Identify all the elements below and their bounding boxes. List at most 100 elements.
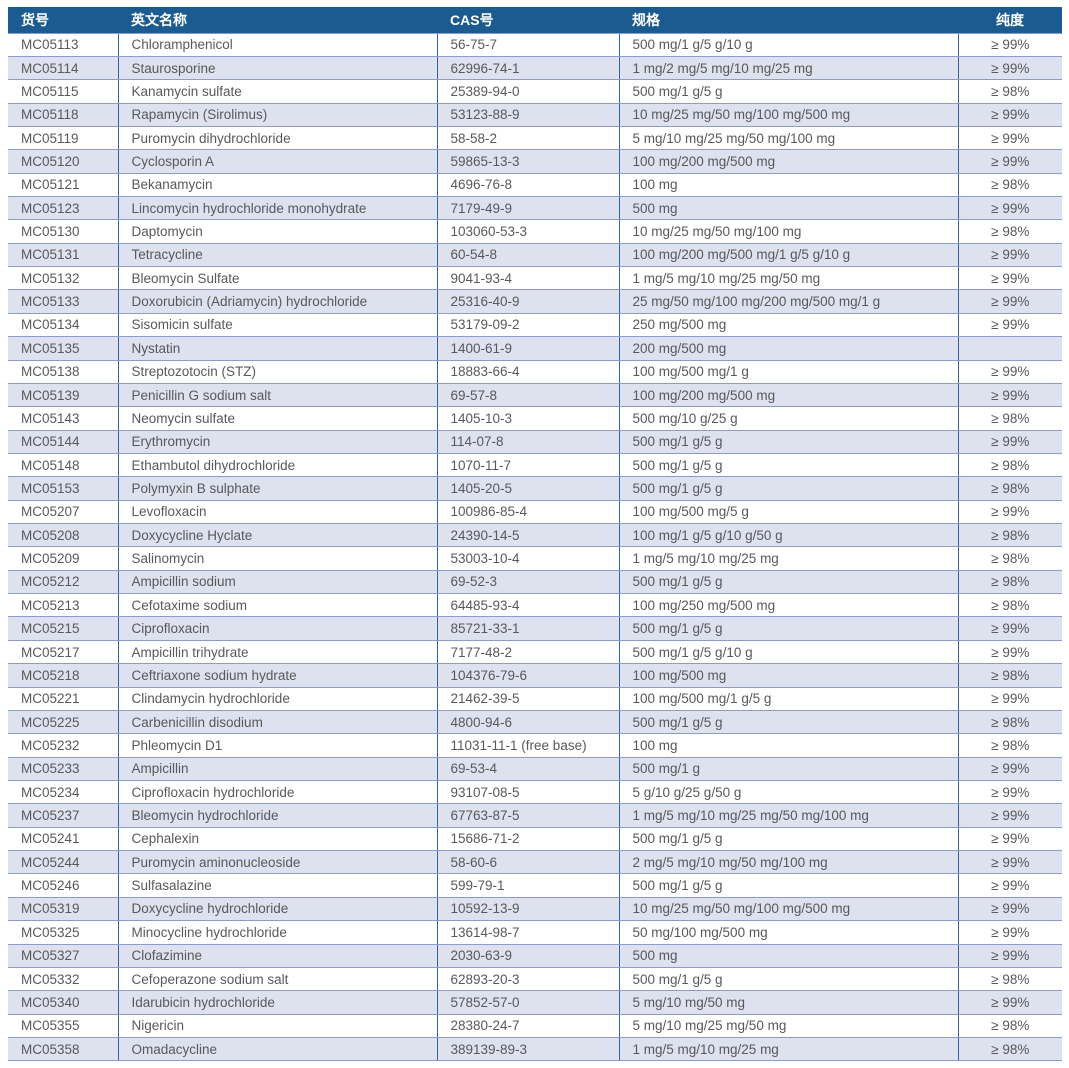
cell-purity: ≥ 99% bbox=[957, 686, 1062, 711]
cell-name: Lincomycin hydrochloride monohydrate bbox=[117, 196, 437, 221]
cell-spec: 500 mg/1 g/5 g bbox=[618, 873, 958, 898]
cell-catalog: MC05355 bbox=[8, 1013, 118, 1038]
cell-catalog: MC05118 bbox=[8, 102, 118, 127]
cell-spec: 1 mg/5 mg/10 mg/25 mg bbox=[618, 546, 958, 571]
column-header-cas: CAS号 bbox=[437, 7, 619, 33]
cell-cas: 2030-63-9 bbox=[436, 943, 619, 968]
product-catalog-table: 货号 英文名称 CAS号 规格 纯度 MC05113 Chloramphenicol 56-… bbox=[8, 7, 1062, 1062]
cell-spec: 10 mg/25 mg/50 mg/100 mg/500 mg bbox=[618, 896, 958, 922]
cell-spec: 500 mg bbox=[618, 943, 958, 968]
cell-purity: ≥ 99% bbox=[957, 312, 1062, 338]
table-row: MC05130 Daptomycin 103060-53-3 10 mg/25 mg/… bbox=[8, 219, 1062, 244]
cell-name: Doxycycline Hyclate bbox=[117, 523, 437, 548]
cell-spec: 500 mg bbox=[618, 196, 958, 221]
cell-cas: 1405-20-5 bbox=[436, 476, 619, 501]
cell-name: Ethambutol dihydrochloride bbox=[117, 452, 437, 478]
cell-catalog: MC05237 bbox=[8, 803, 118, 828]
cell-name: Tetracycline bbox=[117, 242, 437, 268]
cell-spec: 500 mg/10 g/25 g bbox=[618, 406, 958, 431]
table-row: MC05113 Chloramphenicol 56-75-7 500 mg/1 g/… bbox=[8, 32, 1062, 57]
table-row: MC05209 Salinomycin 53003-10-4 1 mg/5 mg/10… bbox=[8, 546, 1062, 571]
cell-name: Sulfasalazine bbox=[117, 873, 437, 898]
cell-cas: 64485-93-4 bbox=[436, 593, 619, 618]
cell-catalog: MC05133 bbox=[8, 289, 118, 314]
table-row: MC05121 Bekanamycin 4696-76-8 100 mg ≥ 98% bbox=[8, 172, 1062, 198]
cell-name: Levofloxacin bbox=[117, 499, 437, 525]
cell-spec: 500 mg/1 g/5 g bbox=[618, 966, 958, 992]
cell-cas: 62996-74-1 bbox=[436, 55, 619, 81]
cell-spec: 1 mg/5 mg/10 mg/25 mg/50 mg bbox=[618, 266, 958, 291]
cell-name: Chloramphenicol bbox=[117, 32, 437, 57]
cell-catalog: MC05121 bbox=[8, 172, 118, 198]
cell-spec: 500 mg/1 g/5 g bbox=[618, 476, 958, 501]
cell-cas: 103060-53-3 bbox=[436, 219, 619, 244]
column-header-purity: 纯度 bbox=[958, 7, 1062, 33]
cell-purity: ≥ 99% bbox=[957, 266, 1062, 291]
cell-purity: ≥ 99% bbox=[957, 499, 1062, 525]
cell-name: Bleomycin hydrochloride bbox=[117, 803, 437, 828]
cell-spec: 100 mg/200 mg/500 mg bbox=[618, 382, 958, 408]
table-row: MC05120 Cyclosporin A 59865-13-3 100 mg/200… bbox=[8, 149, 1062, 174]
table-row: MC05234 Ciprofloxacin hydrochloride 93107-… bbox=[8, 779, 1062, 805]
cell-cas: 85721-33-1 bbox=[436, 616, 619, 641]
cell-spec: 500 mg/1 g/5 g bbox=[618, 429, 958, 454]
cell-purity: ≥ 99% bbox=[957, 803, 1062, 828]
cell-purity: ≥ 99% bbox=[957, 32, 1062, 57]
table-header: 货号 英文名称 CAS号 规格 纯度 bbox=[8, 7, 1062, 33]
cell-cas: 1070-11-7 bbox=[436, 452, 619, 478]
cell-catalog: MC05358 bbox=[8, 1036, 118, 1062]
cell-cas: 4800-94-6 bbox=[436, 709, 619, 735]
cell-cas: 93107-08-5 bbox=[436, 779, 619, 805]
cell-name: Puromycin aminonucleoside bbox=[117, 850, 437, 875]
table-row: MC05143 Neomycin sulfate 1405-10-3 500 mg/1… bbox=[8, 406, 1062, 431]
cell-cas: 25389-94-0 bbox=[436, 79, 619, 104]
cell-spec: 5 mg/10 mg/50 mg bbox=[618, 990, 958, 1015]
cell-cas: 7179-49-9 bbox=[436, 196, 619, 221]
cell-purity: ≥ 99% bbox=[957, 990, 1062, 1015]
table-row: MC05148 Ethambutol dihydrochloride 1070-11… bbox=[8, 452, 1062, 478]
cell-name: Salinomycin bbox=[117, 546, 437, 571]
cell-catalog: MC05215 bbox=[8, 616, 118, 641]
cell-catalog: MC05120 bbox=[8, 149, 118, 174]
table-row: MC05246 Sulfasalazine 599-79-1 500 mg/1 g/5… bbox=[8, 873, 1062, 898]
table-row: MC05233 Ampicillin 69-53-4 500 mg/1 g ≥ 99% bbox=[8, 756, 1062, 782]
product-catalog-table-wrap: 货号 英文名称 CAS号 规格 纯度 MC05113 Chloramphenicol 56-… bbox=[8, 7, 1062, 1062]
cell-cas: 9041-93-4 bbox=[436, 266, 619, 291]
cell-cas: 11031-11-1 (free base) bbox=[436, 733, 619, 758]
cell-spec: 5 mg/10 mg/25 mg/50 mg/100 mg bbox=[618, 125, 958, 151]
cell-purity: ≥ 98% bbox=[957, 1036, 1062, 1062]
cell-name: Bekanamycin bbox=[117, 172, 437, 198]
cell-spec: 5 mg/10 mg/25 mg/50 mg bbox=[618, 1013, 958, 1038]
cell-catalog: MC05138 bbox=[8, 359, 118, 384]
table-row: MC05153 Polymyxin B sulphate 1405-20-5 500 … bbox=[8, 476, 1062, 501]
cell-purity: ≥ 98% bbox=[957, 79, 1062, 104]
cell-name: Rapamycin (Sirolimus) bbox=[117, 102, 437, 127]
cell-spec: 100 mg bbox=[618, 733, 958, 758]
cell-purity: ≥ 98% bbox=[957, 523, 1062, 548]
cell-cas: 59865-13-3 bbox=[436, 149, 619, 174]
column-header-spec: 规格 bbox=[619, 7, 958, 33]
cell-purity: ≥ 99% bbox=[957, 896, 1062, 922]
cell-cas: 53123-88-9 bbox=[436, 102, 619, 127]
cell-catalog: MC05148 bbox=[8, 452, 118, 478]
table-row: MC05221 Clindamycin hydrochloride 21462-39… bbox=[8, 686, 1062, 711]
cell-purity: ≥ 98% bbox=[957, 709, 1062, 735]
cell-cas: 13614-98-7 bbox=[436, 920, 619, 945]
cell-purity: ≥ 99% bbox=[957, 639, 1062, 665]
table-row: MC05355 Nigericin 28380-24-7 5 mg/10 mg/25 … bbox=[8, 1013, 1062, 1038]
cell-purity: ≥ 98% bbox=[957, 1013, 1062, 1038]
cell-catalog: MC05217 bbox=[8, 639, 118, 665]
cell-name: Cyclosporin A bbox=[117, 149, 437, 174]
table-row: MC05327 Clofazimine 2030-63-9 500 mg ≥ 99% bbox=[8, 943, 1062, 968]
cell-cas: 4696-76-8 bbox=[436, 172, 619, 198]
cell-cas: 1400-61-9 bbox=[436, 336, 619, 361]
table-row: MC05325 Minocycline hydrochloride 13614-98… bbox=[8, 920, 1062, 945]
cell-purity: ≥ 99% bbox=[957, 55, 1062, 81]
cell-catalog: MC05221 bbox=[8, 686, 118, 711]
cell-cas: 28380-24-7 bbox=[436, 1013, 619, 1038]
cell-catalog: MC05131 bbox=[8, 242, 118, 268]
cell-purity: ≥ 99% bbox=[957, 196, 1062, 221]
cell-cas: 56-75-7 bbox=[436, 32, 619, 57]
cell-spec: 1 mg/5 mg/10 mg/25 mg bbox=[618, 1036, 958, 1062]
cell-spec: 10 mg/25 mg/50 mg/100 mg/500 mg bbox=[618, 102, 958, 127]
